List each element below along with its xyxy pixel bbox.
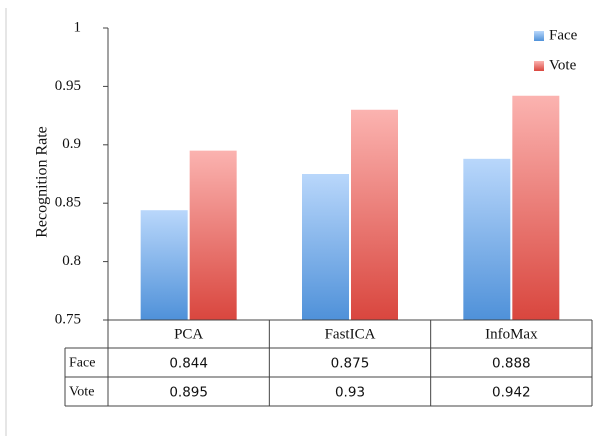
- y-tick-label: 0.85: [55, 195, 81, 211]
- x-category-label: FastICA: [325, 326, 376, 342]
- table-row-header: Vote: [69, 385, 94, 400]
- y-axis-label: Recognition Rate: [34, 126, 51, 238]
- bar-vote-fastica: [351, 109, 398, 320]
- table-cell: 0.93: [335, 385, 365, 401]
- table-cell: 0.942: [492, 385, 531, 401]
- bars: [140, 95, 560, 320]
- y-tick-label: 0.75: [55, 311, 81, 327]
- bar-face-infomax: [463, 158, 511, 320]
- table-row-header: Face: [69, 356, 95, 371]
- table-cell: 0.888: [492, 356, 531, 372]
- x-category-label: InfoMax: [485, 326, 538, 342]
- bar-vote-infomax: [512, 95, 560, 320]
- table-cell: 0.895: [169, 385, 208, 401]
- legend-label-vote: Vote: [549, 57, 577, 73]
- y-tick-label: 1: [74, 19, 82, 35]
- legend-label-face: Face: [549, 27, 578, 43]
- bar-vote-pca: [189, 150, 237, 320]
- bar-face-fastica: [302, 174, 349, 320]
- legend-swatch-face: [534, 31, 544, 41]
- table-cell: 0.875: [331, 356, 370, 372]
- legend-swatch-vote: [534, 61, 544, 71]
- x-category-label: PCA: [174, 326, 203, 342]
- y-tick-label: 0.9: [62, 136, 81, 152]
- y-tick-label: 0.95: [55, 78, 81, 94]
- bar-face-pca: [140, 210, 188, 320]
- y-tick-label: 0.8: [62, 253, 81, 269]
- table-cell: 0.844: [169, 356, 208, 372]
